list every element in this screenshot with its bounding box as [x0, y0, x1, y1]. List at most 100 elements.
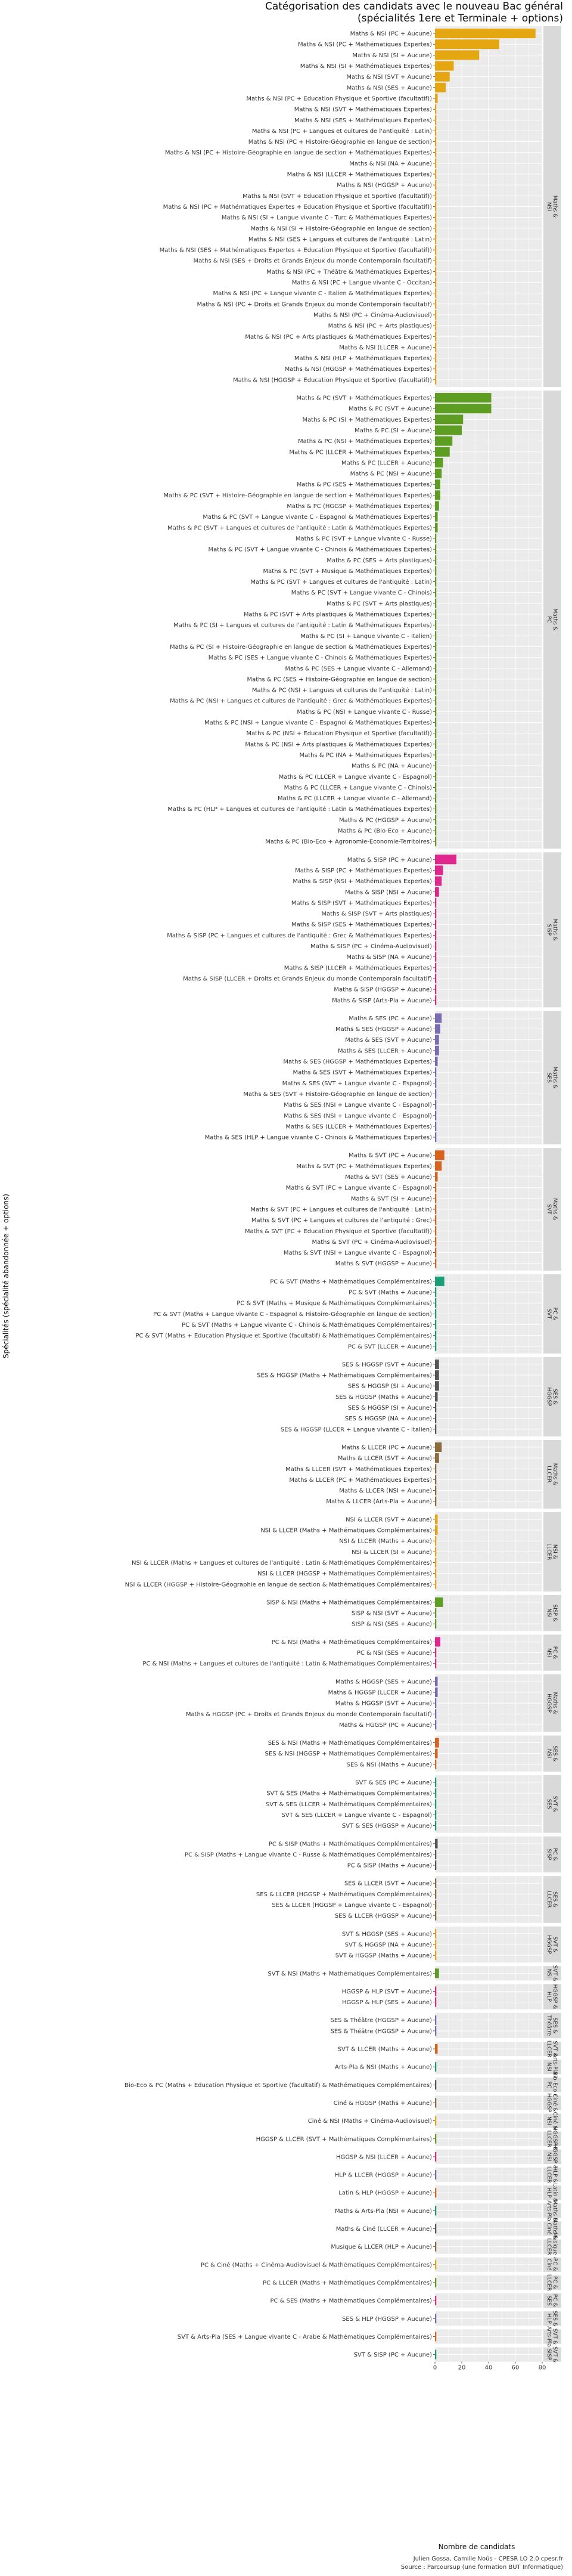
facet-strip-line: SVT [546, 1309, 552, 1320]
bar [435, 1810, 437, 1820]
bar-label: NSI & LLCER (Maths + Aucune) [339, 1538, 432, 1545]
bar-label: SES & HGGSP (NA + Aucune) [345, 1416, 432, 1422]
bar-label: Maths & SES (NSI + Langue vivante C - Es… [284, 1102, 432, 1109]
bar [435, 267, 437, 277]
bar-label: PC & SVT (Maths + Langue vivante C - Esp… [153, 1311, 432, 1318]
facet-strip-label: PC &SES [546, 2294, 558, 2307]
bar [435, 1024, 440, 1034]
facet-panel: HLP & LLCER (HGGSP + Aucune) HLP &LLCER [335, 2166, 561, 2183]
facet-strip [543, 2311, 561, 2326]
bar-label: Maths & SISP (LLCER + Droits et Grands E… [183, 976, 432, 982]
bar [435, 50, 480, 60]
facet-strip-line: Bio-Eco & [552, 2072, 558, 2098]
bar [435, 2259, 437, 2270]
bar-label: Maths & NSI (SVT + Mathématiques Experte… [294, 106, 432, 113]
bar-label: Maths & PC (NA + Aucune) [352, 763, 432, 770]
facet-strip-label: Maths &Arts-Pla [546, 2200, 558, 2222]
bar-label: PC & SVT (Maths + Education Physique et … [135, 1332, 432, 1339]
chart-title: Catégorisation des candidats avec le nou… [265, 1, 563, 13]
facet-strip [543, 1775, 561, 1833]
bar [435, 1950, 437, 1961]
bar-label: Maths & PC (SVT + Arts plastiques & Math… [244, 611, 432, 618]
facet-strip-line: HLP [546, 2188, 552, 2199]
bar [435, 804, 437, 814]
facet-panel: SES & Théâtre (HGGSP + Aucune) SES & Théâ… [331, 2012, 561, 2038]
bar [435, 652, 437, 662]
bar-label: Maths & SES (HGGSP + Mathématiques Exper… [283, 1058, 432, 1066]
bar-label: Maths & NSI (SES + Aucune) [347, 85, 432, 91]
bar [435, 2296, 437, 2306]
bar [435, 1121, 437, 1131]
facet-strip-line: NSI [546, 1969, 552, 1978]
bar-label: Maths & NSI (NA + Aucune) [349, 160, 432, 167]
bar-label: HGGSP & HLP (SES + Aucune) [342, 1999, 432, 2006]
bar-label: SVT & SES (LLCER + Mathématiques Complém… [266, 1801, 432, 1808]
bar [435, 1132, 437, 1143]
bar [435, 490, 440, 500]
facet-panel: NSI & LLCER (SVT + Aucune) NSI & LLCER (M… [125, 1512, 561, 1592]
bar-label: NSI & LLCER (HGGSP + Histoire-Géographie… [125, 1581, 432, 1588]
bar-label: Maths & PC (Bio-Eco + Agronomie-Economie… [265, 839, 432, 846]
bar [435, 1878, 437, 1888]
facet-strip-line: Maths & [552, 1692, 558, 1714]
bar [435, 1968, 439, 1979]
bar [435, 815, 437, 825]
facet-strip [543, 1735, 561, 1772]
bar [435, 1161, 442, 1171]
bar [435, 1182, 437, 1193]
bar-label: Maths & Ciné (LLCER + Aucune) [336, 2225, 432, 2233]
chart-subtitle: (spécialités 1ere et Terminale + options… [358, 13, 563, 24]
bar [435, 309, 437, 320]
facet-strip-line: Maths & [552, 1067, 558, 1089]
facet-strip-line: SISP [546, 924, 552, 936]
bar [435, 72, 450, 82]
bar [435, 1698, 437, 1708]
bar-label: Maths & PC (LLCER + Langue vivante C - E… [279, 774, 433, 781]
bar-label: Maths & SISP (NSI + Aucune) [345, 889, 432, 896]
facet-strip-label: SVT &LLCER [546, 2041, 558, 2057]
bar-label: Maths & PC (LLCER + Aucune) [341, 460, 432, 466]
bar [435, 761, 437, 771]
bar [435, 685, 437, 695]
facet-panel: Ciné & NSI (Maths + Cinéma-Audiovisuel) C… [308, 2112, 561, 2130]
facet-strip-line: HGGSP & [552, 2144, 558, 2169]
facet-panel: SES & HGGSP (SVT + Aucune) SES & HGGSP (M… [257, 1357, 561, 1436]
facet-strip-line: SVT & [552, 2346, 558, 2363]
bar [435, 1514, 438, 1524]
bar [435, 631, 437, 641]
bar [435, 1748, 438, 1758]
bar [435, 598, 437, 608]
facet-strip-line: LLCER [546, 1891, 552, 1908]
bar [435, 2349, 437, 2360]
bar [435, 1464, 437, 1474]
bar [435, 1215, 437, 1225]
bar-label: Maths & NSI (HLP + Mathématiques Experte… [294, 355, 432, 362]
bar [435, 1709, 437, 1719]
facet-strip-line: PC & [552, 2294, 558, 2307]
facet-strip-line: Théâtre [546, 2014, 552, 2036]
bar [435, 512, 438, 522]
bar-label: Maths & SISP (SVT + Arts plastiques) [321, 911, 432, 918]
facet-panel: Maths & SVT (PC + Aucune) Maths & SVT (PC… [245, 1148, 561, 1271]
facet-strip-line: Arts-Pla & [552, 2054, 558, 2080]
bar [435, 887, 439, 897]
bar-label: Maths & SES (SVT + Histoire-Géographie e… [243, 1091, 432, 1098]
bar-label: SES & LLCER (SVT + Aucune) [344, 1881, 432, 1887]
bar-label: Latin & HLP (HGGSP + Aucune) [338, 2190, 432, 2197]
bar-label: Maths & SES (LLCER + Mathématiques Exper… [285, 1123, 432, 1130]
bar-label: Maths & SISP (NSI + Mathématiques Expert… [293, 878, 432, 885]
bar [435, 522, 438, 532]
bar-label: Maths & NSI (HGGSP + Aucune) [337, 182, 432, 189]
bar [435, 1637, 440, 1647]
bar [435, 1860, 437, 1871]
facet-strip [543, 1439, 561, 1509]
bar-label: Maths & SVT (PC + Langues et cultures de… [250, 1206, 432, 1213]
bar [435, 533, 437, 543]
facet-panel: Maths & NSI (PC + Aucune) Maths & NSI (PC… [160, 26, 561, 387]
bar-label: SES & LLCER (HGGSP + Aucune) [335, 1913, 432, 1919]
bar-label: Maths & SVT (PC + Education Physique et … [245, 1228, 432, 1235]
bar [435, 393, 492, 403]
bar-label: Maths & PC (SI + Aucune) [355, 428, 432, 434]
bar-label: Maths & NSI (SI + Langue vivante C - Tur… [222, 214, 432, 221]
x-tick-label: 60 [512, 2365, 520, 2371]
